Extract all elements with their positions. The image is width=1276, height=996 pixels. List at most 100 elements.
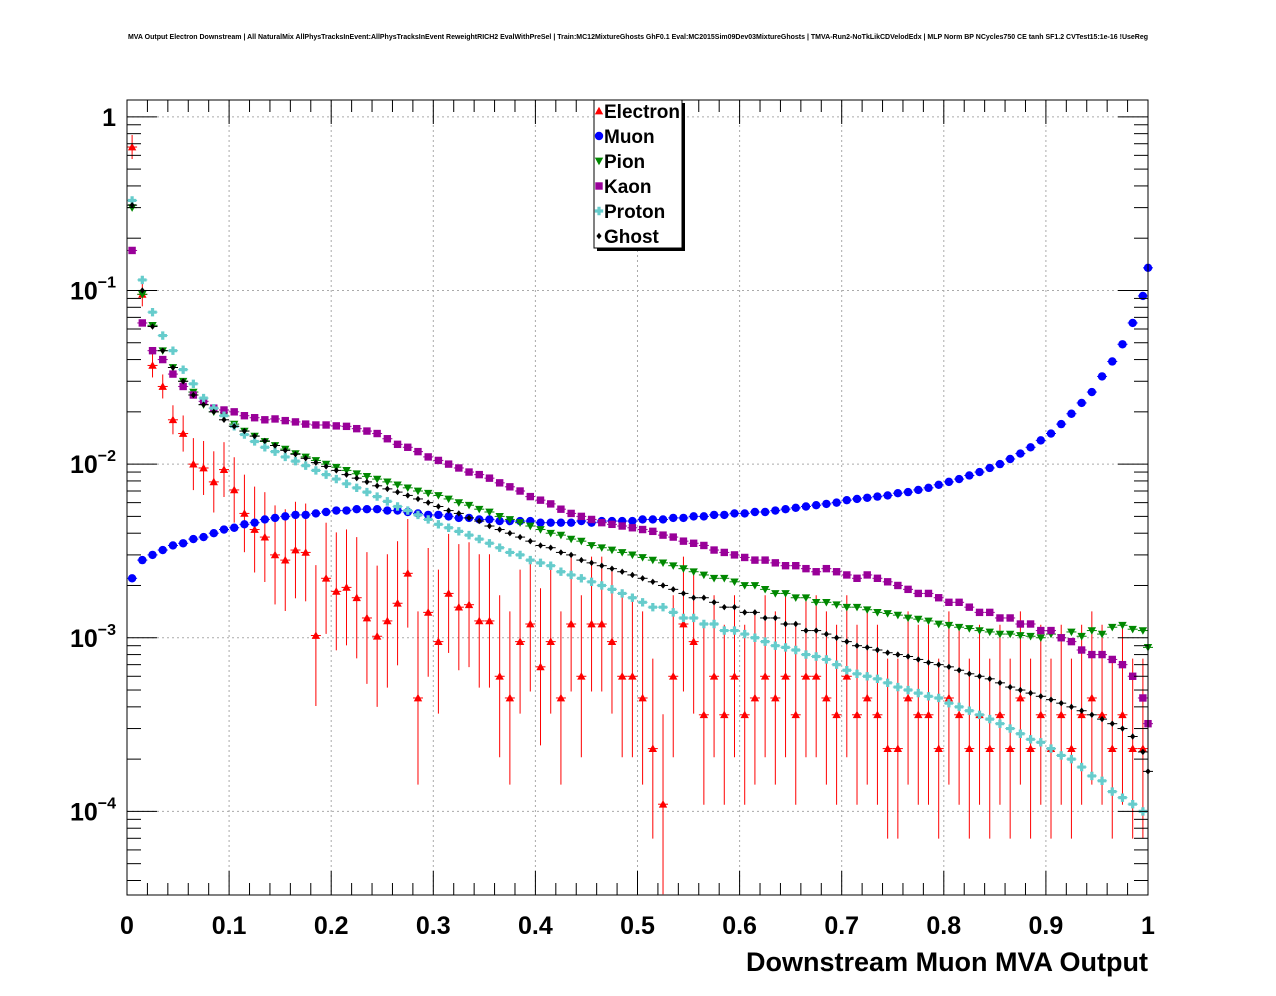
proton-point [607, 585, 617, 594]
electron-point [669, 672, 678, 680]
muon-point [1026, 443, 1035, 452]
kaon-point [281, 416, 289, 425]
ghost-point [813, 627, 819, 634]
legend: Electron Muon Pion Kaon Proton Ghost [593, 99, 685, 251]
x-tick-label: 0.1 [212, 912, 247, 940]
ghost-point [537, 542, 544, 549]
kaon-point [138, 319, 147, 327]
kaon-point [904, 585, 912, 594]
ghost-point [640, 575, 646, 582]
proton-point [148, 307, 157, 317]
muon-point [985, 463, 994, 473]
electron-point [587, 619, 596, 628]
electron-point [760, 672, 770, 680]
kaon-point [465, 468, 473, 476]
electron-point [536, 662, 545, 671]
proton-point [1036, 738, 1045, 747]
pion-point [893, 611, 903, 620]
kaon-point [965, 603, 974, 611]
ghost-point [782, 620, 789, 628]
pion-point [842, 603, 852, 612]
proton-point [556, 567, 566, 576]
kaon-point [159, 355, 167, 364]
ghost-point [548, 544, 554, 551]
ghost-point [1058, 699, 1064, 707]
ghost-point [629, 571, 635, 579]
pion-point [475, 505, 484, 514]
ghost-point [1048, 696, 1054, 703]
proton-point [914, 688, 923, 698]
proton-point [587, 577, 596, 587]
kaon-point [506, 483, 514, 491]
proton-point [372, 492, 382, 501]
kaon-point [1006, 614, 1014, 622]
electron-point [699, 710, 709, 719]
pion-point [1036, 634, 1045, 642]
proton-point [362, 487, 372, 497]
kaon-point [455, 464, 463, 472]
proton-point [832, 660, 841, 669]
pion-point [1016, 632, 1025, 640]
ghost-point [262, 437, 268, 445]
proton-point [342, 479, 351, 489]
proton-point [301, 461, 310, 470]
proton-point [699, 619, 709, 629]
kaon-point [342, 422, 351, 431]
muon-point [852, 494, 862, 504]
proton-point [138, 275, 147, 285]
electron-point [209, 477, 218, 486]
kaon-point [373, 429, 381, 438]
electron-point [199, 463, 208, 472]
electron-point [985, 744, 994, 752]
electron-point [219, 465, 229, 473]
kaon-point [975, 608, 984, 617]
muon-point [281, 512, 290, 521]
muon-point [219, 525, 229, 534]
pion-point [1097, 630, 1107, 639]
electron-point [1077, 710, 1086, 719]
muon-point [873, 492, 882, 501]
muon-point [822, 499, 831, 509]
y-tick-exponent: −3 [98, 622, 116, 639]
muon-point [628, 516, 637, 526]
electron-point [1128, 744, 1137, 752]
ghost-point [190, 391, 196, 399]
electron-point [250, 525, 259, 533]
kaon-point [812, 568, 820, 576]
kaon-point [179, 382, 187, 391]
pion-point [556, 531, 566, 540]
ghost-point [905, 653, 911, 660]
ghost-point [1079, 707, 1085, 714]
muon-point [750, 507, 760, 517]
electron-point [413, 693, 423, 702]
pion-point [975, 627, 984, 635]
muon-point [1067, 409, 1076, 418]
ghost-point [323, 463, 329, 470]
kaon-point [771, 559, 780, 567]
muon-point [1128, 318, 1137, 328]
electron-point [423, 608, 433, 616]
ghost-point [1109, 720, 1115, 727]
legend-label-proton: Proton [604, 202, 665, 223]
pion-point [434, 492, 443, 500]
pion-point [669, 562, 678, 570]
electron-point [883, 744, 892, 752]
proton-point [1087, 771, 1097, 781]
kaon-point [424, 453, 432, 461]
muon-point [148, 550, 157, 560]
ghost-point [292, 451, 299, 458]
muon-point [362, 504, 372, 514]
kaon-point [832, 568, 841, 576]
kaon-point [567, 509, 575, 518]
series-layer [127, 135, 1153, 895]
electron-point [158, 382, 167, 390]
kaon-point [393, 440, 402, 449]
pion-point [495, 513, 504, 521]
kaon-point [1139, 694, 1147, 702]
proton-point [1046, 744, 1056, 753]
x-tick-label: 0.5 [620, 912, 655, 940]
ghost-point [466, 514, 472, 522]
ghost-point [1007, 683, 1013, 691]
x-tick-label: 0.9 [1029, 912, 1064, 940]
ghost-point [160, 347, 166, 354]
